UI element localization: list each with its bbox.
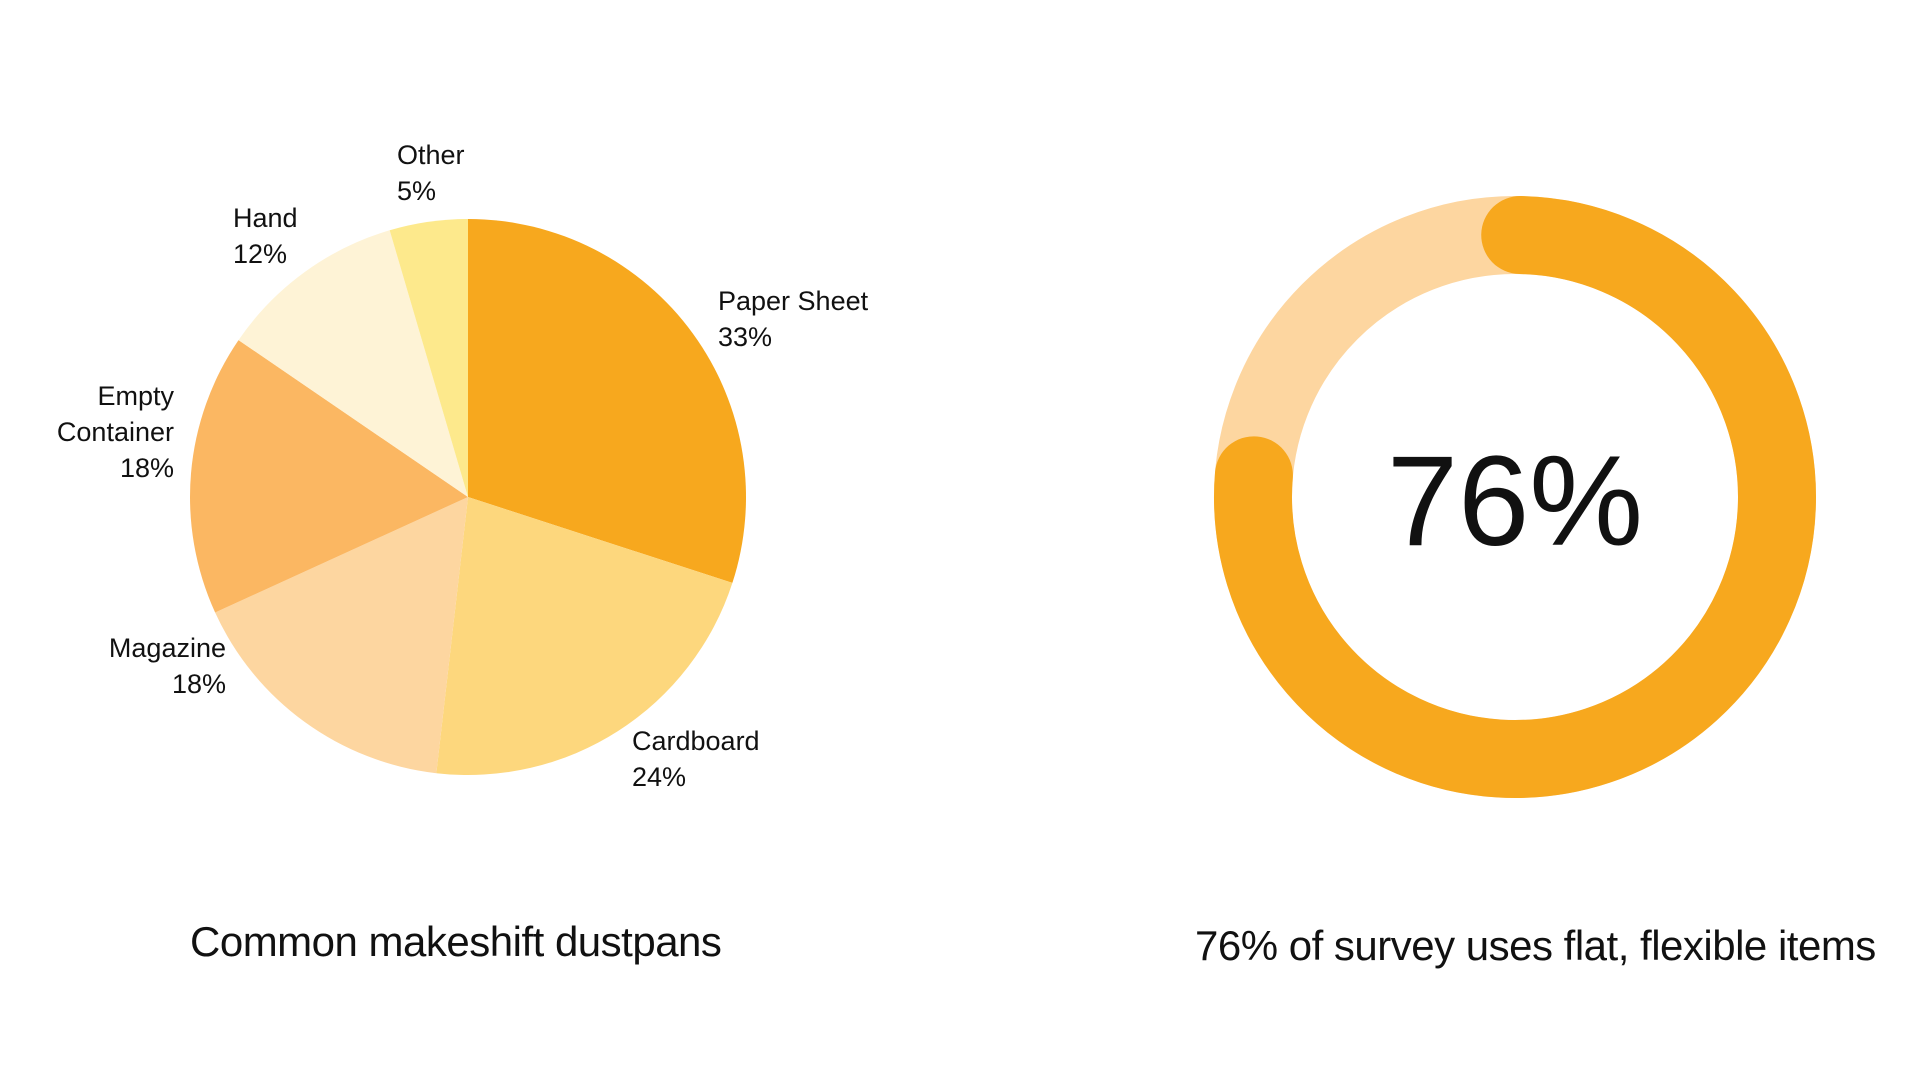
pie-label-cardboard: Cardboard 24%	[632, 726, 760, 792]
pie-slice-magazine	[215, 497, 468, 774]
donut-chart-title: 76% of survey uses flat, flexible items	[1195, 922, 1876, 969]
pie-label-empty-container: Empty Container 18%	[57, 381, 175, 483]
pie-label-hand: Hand 12%	[233, 203, 298, 269]
pie-label-other: Other 5%	[397, 140, 465, 206]
pie-slice-other	[389, 219, 468, 497]
donut-chart	[1214, 196, 1816, 798]
donut-center-value: 76%	[1387, 430, 1643, 573]
pie-slice-hand	[238, 230, 468, 497]
donut-value-arc	[1214, 196, 1816, 798]
pie-chart-title: Common makeshift dustpans	[190, 918, 722, 965]
pie-slice-empty-container	[189, 340, 468, 613]
pie-label-magazine: Magazine 18%	[109, 633, 226, 699]
pie-labels: Paper Sheet 33% Cardboard 24% Magazine 18% Emp…	[57, 140, 869, 792]
pie-chart	[189, 219, 747, 775]
pie-label-paper-sheet: Paper Sheet 33%	[718, 286, 869, 352]
pie-slice-paper-sheet	[468, 219, 747, 583]
pie-slice-cardboard	[436, 497, 733, 775]
